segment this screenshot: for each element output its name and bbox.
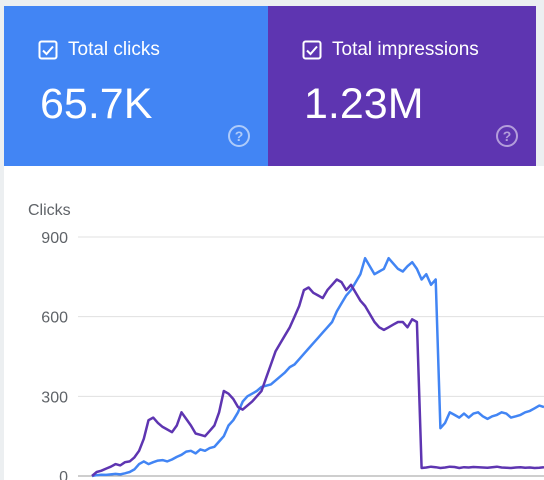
chart-panel: [4, 166, 544, 480]
checkbox-checked-icon[interactable]: [38, 40, 58, 60]
y-tick-label: 900: [41, 230, 68, 247]
checkbox-checked-icon[interactable]: [302, 40, 322, 60]
total-clicks-value: 65.7K: [40, 80, 153, 128]
total-clicks-header[interactable]: Total clicks: [38, 40, 160, 60]
y-axis-title: Clicks: [28, 202, 71, 219]
y-tick-label: 600: [41, 310, 68, 327]
y-tick-label: 300: [41, 389, 68, 406]
clicks-series-line: [91, 256, 544, 478]
metric-cards: Total clicks 65.7K ? Total impressions 1…: [4, 6, 536, 166]
total-impressions-card[interactable]: Total impressions 1.23M ?: [268, 6, 536, 166]
y-tick-label: 0: [59, 469, 68, 480]
svg-text:?: ?: [503, 128, 512, 144]
total-impressions-label: Total impressions: [332, 39, 479, 60]
total-clicks-label: Total clicks: [68, 39, 160, 60]
help-icon[interactable]: ?: [495, 124, 519, 148]
total-clicks-card[interactable]: Total clicks 65.7K ?: [4, 6, 268, 166]
total-impressions-value: 1.23M: [304, 80, 424, 128]
svg-text:?: ?: [235, 128, 244, 144]
total-impressions-header[interactable]: Total impressions: [302, 40, 479, 60]
help-icon[interactable]: ?: [227, 124, 251, 148]
impressions-series-line: [91, 278, 544, 477]
